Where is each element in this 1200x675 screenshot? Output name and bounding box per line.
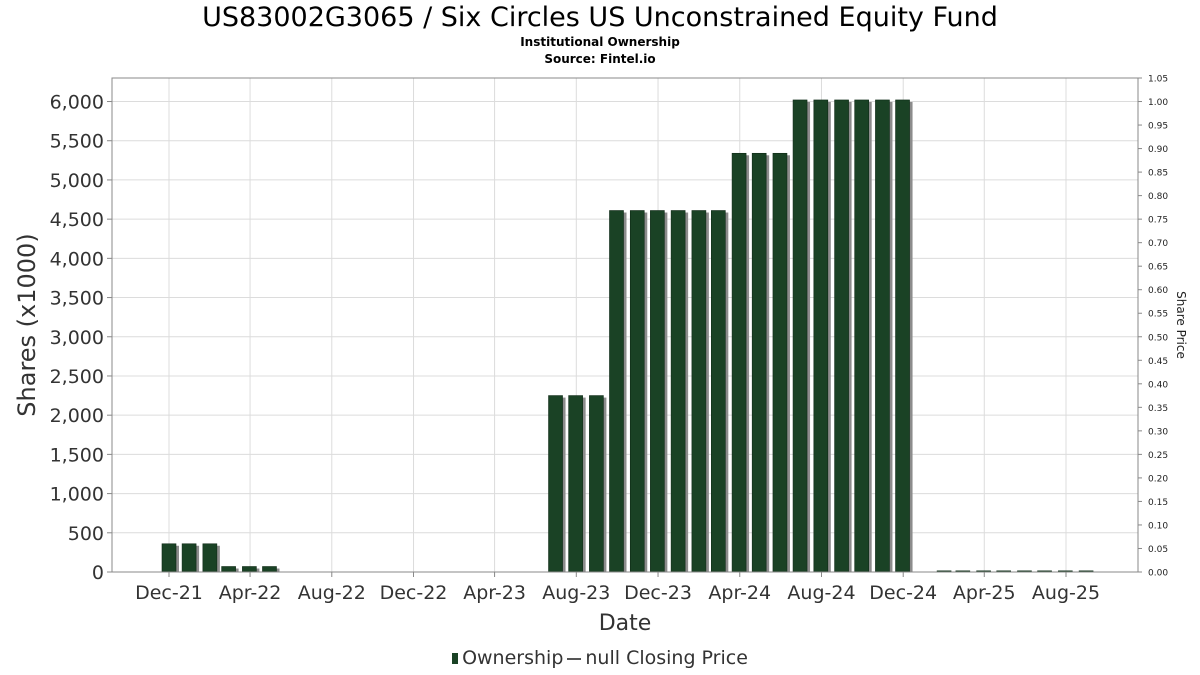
x-tick-label: Dec-21 [135,582,203,604]
ownership-bar [792,99,808,573]
plot-border [111,77,1139,573]
y2-tick-label: 0.45 [1148,357,1168,367]
y2-tick-label: 0.25 [1148,451,1168,461]
ownership-bar [221,566,236,573]
y2-tick-label: 0.90 [1148,145,1168,155]
ownership-bar [772,152,788,573]
ownership-bar [548,395,563,573]
x-tick-label: Dec-23 [624,582,692,604]
ownership-bar [650,210,665,573]
ownership-bar [854,99,869,573]
ownership-bar [834,99,849,573]
y-tick-label: 4,500 [50,209,104,231]
y2-tick-label: 0.65 [1148,263,1168,273]
y-tick-label: 2,500 [50,366,104,388]
ownership-bar [711,210,726,573]
x-tick-label: Apr-22 [219,582,282,604]
y2-tick-label: 0.55 [1148,310,1168,320]
y2-tick-label: 0.50 [1148,333,1168,343]
y2-tick-label: 0.80 [1148,192,1168,202]
y2-tick-label: 0.40 [1148,380,1168,390]
y-tick-label: 500 [68,523,104,545]
x-tick-label: Aug-24 [787,582,855,604]
y2-tick-label: 0.05 [1148,545,1168,555]
y2-tick-label: 1.05 [1148,75,1168,85]
ownership-bar [262,566,277,573]
ownership-bar [589,395,604,573]
y-tick-label: 3,000 [50,327,104,349]
y-tick-label: 2,000 [50,405,104,427]
ownership-bar [202,543,218,573]
y2-tick-label: 0.70 [1148,239,1168,249]
y2-tick-label: 0.35 [1148,404,1168,414]
chart-legend: Ownership null Closing Price [0,647,1200,669]
y2-tick-label: 0.75 [1148,216,1168,226]
chart-source: Source: Fintel.io [544,52,656,66]
ownership-bar [691,210,707,573]
x-tick-label: Aug-23 [542,582,610,604]
y-tick-label: 5,000 [50,170,104,192]
ownership-bar [568,395,583,573]
legend-label-ownership: Ownership [462,647,564,669]
legend-swatch-closing-price [567,657,582,660]
y-tick-label: 6,000 [50,92,104,114]
ownership-bar [670,210,686,573]
y-axis-label: Shares (x1000) [13,233,41,416]
x-tick-label: Dec-22 [380,582,448,604]
ownership-bar [242,566,257,573]
x-tick-label: Aug-25 [1032,582,1100,604]
legend-label-closing-price: null Closing Price [585,647,748,669]
y2-tick-label: 0.10 [1148,521,1168,531]
y2-tick-label: 0.95 [1148,122,1168,132]
y-tick-label: 3,500 [50,288,104,310]
ownership-bar [813,99,829,573]
ownership-bar [875,99,890,573]
y-tick-label: 1,000 [50,484,104,506]
chart-subtitle: Institutional Ownership [520,35,680,49]
ownership-bar [629,210,645,573]
ownership-bar [609,210,624,573]
x-tick-label: Dec-24 [869,582,937,604]
chart-title: US83002G3065 / Six Circles US Unconstrai… [202,2,998,33]
y2-tick-label: 0.20 [1148,474,1168,484]
y2-tick-label: 0.00 [1148,569,1168,579]
y2-axis-label: Share Price [1174,291,1188,359]
y-tick-label: 0 [92,562,104,584]
y-tick-label: 5,500 [50,131,104,153]
y-tick-label: 4,000 [50,248,104,270]
x-tick-label: Apr-24 [708,582,771,604]
y2-tick-label: 0.15 [1148,498,1168,508]
x-tick-label: Apr-23 [463,582,526,604]
legend-swatch-ownership [452,653,459,664]
y2-tick-label: 0.85 [1148,169,1168,179]
y2-tick-label: 0.30 [1148,427,1168,437]
ownership-bar [731,152,747,573]
ownership-bar [161,543,177,573]
x-tick-label: Aug-22 [298,582,366,604]
x-axis-label: Date [599,611,652,636]
ownership-bar [751,152,767,573]
y2-tick-label: 1.00 [1148,98,1168,108]
y2-tick-label: 0.60 [1148,286,1168,296]
ownership-bar [895,99,910,573]
ownership-bar [181,543,197,573]
x-tick-label: Apr-25 [953,582,1016,604]
y-tick-label: 1,500 [50,444,104,466]
